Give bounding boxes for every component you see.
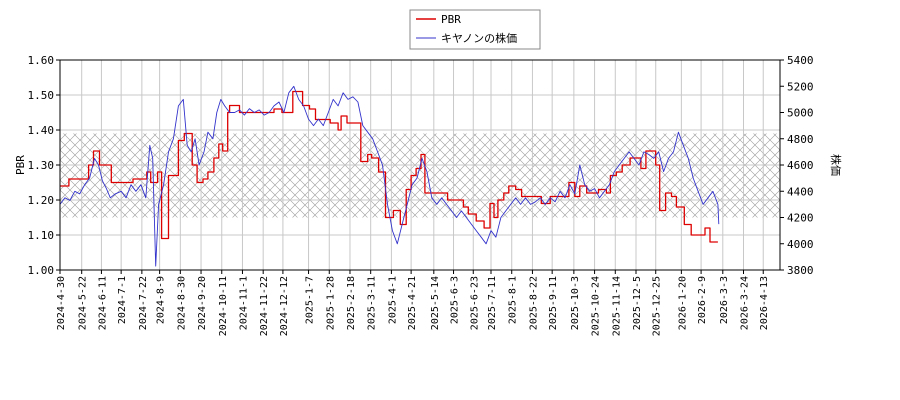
x-tick-label: 2026-1-20	[677, 276, 688, 330]
x-tick-label: 2025-12-25	[652, 276, 663, 336]
x-tick-label: 2025-4-21	[407, 276, 418, 330]
legend-box	[409, 9, 541, 50]
left-tick-label: 1.20	[28, 194, 55, 207]
pbr-series-line	[60, 90, 718, 243]
right-tick-label: 5000	[787, 107, 814, 120]
x-tick-label: 2025-3-11	[367, 276, 378, 330]
x-tick-label: 2025-8-22	[528, 276, 539, 330]
x-tick-label: 2024-11-22	[259, 276, 270, 336]
x-tick-label: 2024-10-11	[218, 276, 229, 336]
stock-price-series-line	[60, 85, 720, 267]
right-tick-label: 4000	[787, 238, 814, 251]
left-axis-label: PBR	[14, 155, 27, 175]
x-tick-label: 2025-9-11	[548, 276, 559, 330]
x-tick-label: 2025-6-3	[450, 276, 461, 324]
x-tick-label: 2024-4-30	[56, 276, 67, 330]
right-tick-label: 4200	[787, 212, 814, 225]
x-tick-label: 2025-10-3	[570, 276, 581, 330]
left-tick-label: 1.10	[28, 229, 55, 242]
x-tick-label: 2026-2-9	[697, 276, 708, 324]
x-tick-label: 2025-7-11	[487, 276, 498, 330]
x-tick-label: 2024-5-22	[78, 276, 89, 330]
legend-label-pbr: PBR	[441, 13, 461, 26]
legend: PBR キヤノンの株価	[409, 9, 541, 50]
x-tick-label: 2024-11-1	[238, 276, 249, 330]
right-tick-label: 3800	[787, 264, 814, 277]
x-tick-label: 2026-3-24	[740, 276, 751, 330]
x-tick-label: 2026-3-3	[719, 276, 730, 324]
x-tick-label: 2025-4-1	[387, 276, 398, 324]
x-axis-ticks: 2024-4-30 2024-5-22 2024-6-11 2024-7-1 2024-…	[56, 270, 770, 336]
right-tick-label: 5400	[787, 54, 814, 67]
series-layer	[60, 85, 720, 267]
x-tick-label: 2025-5-14	[430, 276, 441, 330]
left-tick-label: 1.00	[28, 264, 55, 277]
legend-label-price: キヤノンの株価	[441, 31, 517, 45]
x-tick-label: 2025-8-1	[508, 276, 519, 324]
x-tick-label: 2024-6-11	[97, 276, 108, 330]
right-tick-label: 4600	[787, 159, 814, 172]
x-tick-label: 2024-7-1	[117, 276, 128, 324]
right-tick-label: 4400	[787, 185, 814, 198]
x-tick-label: 2025-6-23	[469, 276, 480, 330]
x-tick-label: 2024-8-30	[176, 276, 187, 330]
x-tick-label: 2025-12-5	[632, 276, 643, 330]
left-tick-label: 1.60	[28, 54, 55, 67]
x-tick-label: 2024-12-12	[279, 276, 290, 336]
left-tick-label: 1.40	[28, 124, 55, 137]
right-tick-label: 5200	[787, 80, 814, 93]
x-tick-label: 2024-8-9	[156, 276, 167, 324]
left-tick-label: 1.50	[28, 89, 55, 102]
x-tick-label: 2024-9-20	[197, 276, 208, 330]
right-axis-ticks: 3800 4000 4200 4400 4600 4800 5000 5200 5400	[780, 54, 814, 277]
x-tick-label: 2025-11-14	[611, 276, 622, 336]
right-axis-label: 株価	[829, 154, 843, 176]
x-tick-label: 2025-2-18	[346, 276, 357, 330]
x-tick-label: 2026-4-13	[759, 276, 770, 330]
left-tick-label: 1.30	[28, 159, 55, 172]
x-tick-label: 2025-1-28	[325, 276, 336, 330]
x-tick-label: 2024-7-22	[138, 276, 149, 330]
x-tick-label: 2025-10-24	[591, 276, 602, 336]
left-axis-ticks: 1.00 1.10 1.20 1.30 1.40 1.50 1.60	[28, 54, 60, 277]
right-tick-label: 4800	[787, 133, 814, 146]
x-tick-label: 2025-1-7	[305, 276, 316, 324]
